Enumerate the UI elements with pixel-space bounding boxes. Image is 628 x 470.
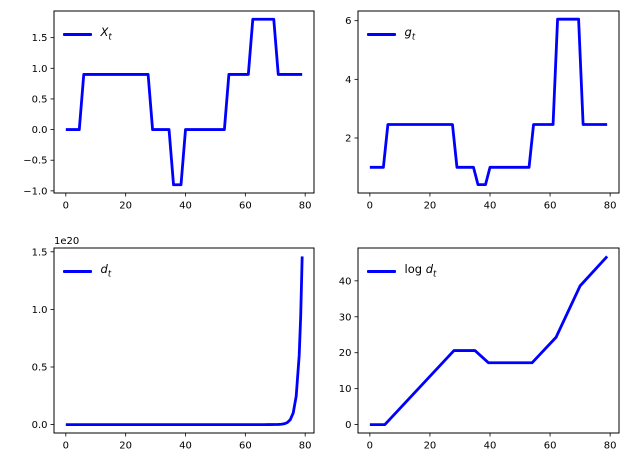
x-tick-label: 60 xyxy=(543,441,556,452)
legend-dt: dt xyxy=(62,260,112,282)
plot-area-gt: 0 20 40 60 80 6 4 2 xyxy=(345,10,619,212)
series-line-log-dt xyxy=(369,255,608,426)
series-line-dt xyxy=(65,256,304,426)
y-tick-label: 2 xyxy=(345,133,351,144)
x-tick-label: 40 xyxy=(483,441,496,452)
x-tick-label: 80 xyxy=(603,201,616,212)
x-tick-label: 80 xyxy=(298,201,311,212)
x-tick-label: 40 xyxy=(179,201,192,212)
series-line-Xt xyxy=(65,17,302,187)
x-tick-label: 60 xyxy=(238,201,251,212)
x-tick-label: 80 xyxy=(298,441,311,452)
y-tick-label: 1.0 xyxy=(31,64,47,75)
plot-area-dt: 0 20 40 60 80 1.5 1.0 0.5 0.0 1e20 xyxy=(31,236,314,452)
legend-log-dt: log dt xyxy=(366,260,437,282)
legend-variable: d xyxy=(425,261,433,276)
y-tick-label: 0.5 xyxy=(31,94,47,105)
legend-subscript: t xyxy=(433,268,437,279)
x-tick-label: 20 xyxy=(423,441,436,452)
legend-variable: d xyxy=(100,261,108,276)
plot-svg-gt: 0 20 40 60 80 6 4 2 xyxy=(345,10,619,212)
plot-svg-Xt: 0 20 40 60 80 1.5 1.0 0.5 0.0 −0.5 −1.0 xyxy=(23,10,314,212)
x-tick-label: 0 xyxy=(62,441,68,452)
y-tick-label: 1.5 xyxy=(31,33,47,44)
subplot-log-dt: 0 20 40 60 80 40 30 20 10 0 log dt xyxy=(338,247,619,452)
subplot-Xt: 0 20 40 60 80 1.5 1.0 0.5 0.0 −0.5 −1.0 Xt xyxy=(23,10,314,212)
y-tick-label: −0.5 xyxy=(23,156,47,167)
y-tick-label: 1.5 xyxy=(31,247,47,258)
axes-spines xyxy=(357,10,619,194)
y-tick-label: 40 xyxy=(338,276,351,287)
x-tick-label: 0 xyxy=(366,201,372,212)
y-tick-label: 4 xyxy=(345,75,351,86)
y-tick-label: 30 xyxy=(338,312,351,323)
y-tick-label: 20 xyxy=(338,348,351,359)
legend-gt: gt xyxy=(366,23,416,45)
x-tick-label: 40 xyxy=(483,201,496,212)
x-tick-label: 40 xyxy=(179,441,192,452)
axes-spines xyxy=(53,247,314,434)
y-tick-label: −1.0 xyxy=(23,186,47,197)
x-tick-label: 60 xyxy=(238,441,251,452)
legend-label: gt xyxy=(404,24,416,42)
x-tick-label: 20 xyxy=(119,201,132,212)
subplot-gt: 0 20 40 60 80 6 4 2 gt xyxy=(345,10,619,212)
x-tick-label: 20 xyxy=(119,441,132,452)
legend-variable: g xyxy=(404,24,412,39)
series-line-gt xyxy=(369,17,607,187)
legend-subscript: t xyxy=(107,268,112,279)
plot-svg-log-dt: 0 20 40 60 80 40 30 20 10 0 xyxy=(338,247,619,452)
axes-spines xyxy=(53,10,314,194)
legend-subscript: t xyxy=(108,31,112,42)
axes-spines xyxy=(357,247,619,434)
legend-label: log dt xyxy=(404,261,437,279)
legend-prefix: log xyxy=(404,261,426,276)
y-tick-label: 10 xyxy=(338,384,351,395)
x-tick-label: 0 xyxy=(366,441,372,452)
x-tick-label: 20 xyxy=(423,201,436,212)
plot-area-Xt: 0 20 40 60 80 1.5 1.0 0.5 0.0 −0.5 −1.0 xyxy=(23,10,314,212)
axis-offset-text: 1e20 xyxy=(54,236,79,247)
y-tick-label: 6 xyxy=(345,16,351,27)
y-tick-label: 0.0 xyxy=(31,125,47,136)
plot-area-log-dt: 0 20 40 60 80 40 30 20 10 0 xyxy=(338,247,619,452)
x-tick-label: 80 xyxy=(603,441,616,452)
legend-variable: X xyxy=(100,24,109,39)
legend-line-sample xyxy=(62,269,92,273)
y-tick-label: 0.5 xyxy=(31,362,47,373)
subplot-dt: 0 20 40 60 80 1.5 1.0 0.5 0.0 1e20 dt xyxy=(31,236,314,452)
y-tick-label: 1.0 xyxy=(31,305,47,316)
y-tick-label: 0.0 xyxy=(31,420,47,431)
y-tick-label: 0 xyxy=(345,420,351,431)
legend-label: dt xyxy=(100,261,112,279)
plot-svg-dt: 0 20 40 60 80 1.5 1.0 0.5 0.0 1e20 xyxy=(31,236,314,452)
legend-label: Xt xyxy=(100,24,112,42)
x-tick-label: 60 xyxy=(543,201,556,212)
legend-Xt: Xt xyxy=(62,23,112,45)
legend-line-sample xyxy=(62,32,92,36)
x-tick-label: 0 xyxy=(62,201,68,212)
legend-line-sample xyxy=(366,269,396,273)
legend-subscript: t xyxy=(411,31,416,42)
legend-line-sample xyxy=(366,32,396,36)
